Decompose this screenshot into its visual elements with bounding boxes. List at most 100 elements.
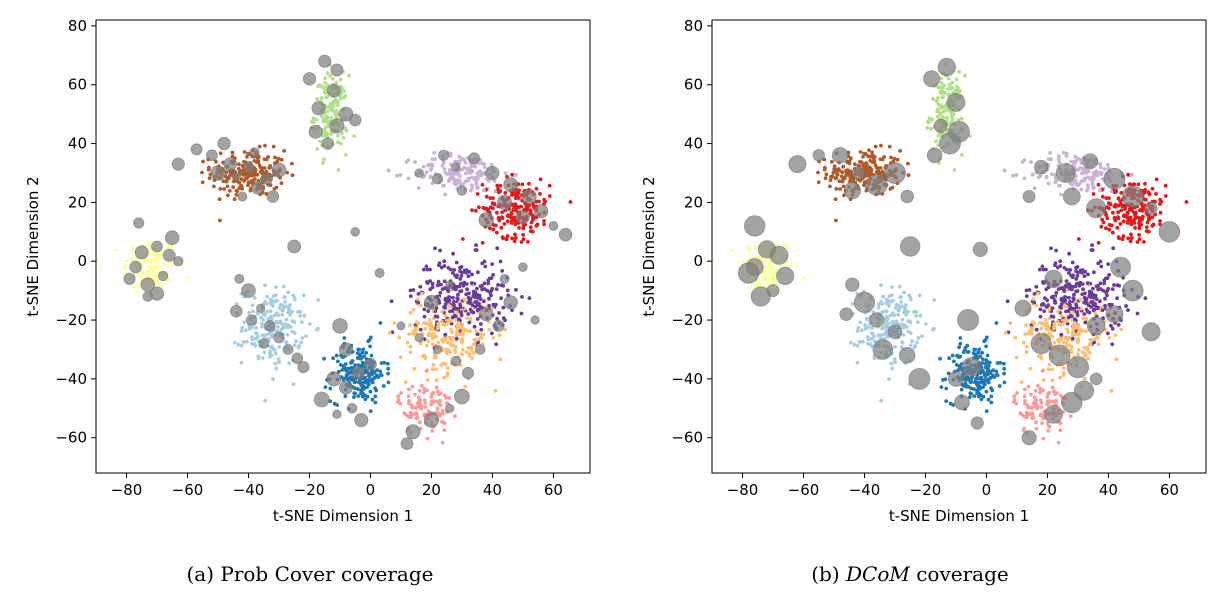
data-point [862,164,867,169]
data-point [358,356,363,361]
data-point [834,187,839,191]
data-point [1027,329,1032,334]
data-point [894,302,899,307]
data-point [1142,240,1146,244]
data-point [406,158,411,163]
coverage-ball [957,308,980,331]
data-point [1036,291,1040,296]
data-point [263,283,267,288]
data-point [471,289,476,294]
data-point [268,165,272,170]
data-point [1065,343,1070,348]
coverage-ball [437,149,450,161]
data-point [1098,281,1103,286]
data-point [408,294,413,298]
data-point [870,150,875,155]
coverage-ball [350,227,361,237]
data-point [408,344,413,349]
data-point [462,280,467,285]
data-point [943,377,948,382]
data-point [463,384,468,389]
data-point [470,356,474,361]
data-point [1050,385,1055,390]
coverage-ball [1082,153,1099,170]
data-point [491,336,496,340]
data-point [871,332,875,336]
data-point [1072,292,1076,297]
data-point [987,376,992,381]
data-point [1144,225,1149,230]
y-axis-label: t-SNE Dimension 2 [640,176,658,316]
data-point [131,249,135,254]
coverage-ball [456,185,468,196]
data-point [855,329,860,333]
data-point [1019,380,1024,384]
data-point [1100,194,1105,199]
x-tick-label: 20 [1038,481,1057,499]
data-point [1024,323,1028,327]
data-point [966,384,971,389]
coverage-ball [1021,430,1037,446]
data-point [1109,323,1113,328]
data-point [206,167,211,172]
data-point [325,119,329,124]
data-point [370,380,375,385]
data-point [782,243,787,247]
data-point [450,330,455,335]
caption-b-prefix: (b) [811,562,847,586]
data-point [1163,194,1168,198]
data-point [469,164,474,169]
data-point [469,188,473,193]
data-point [322,90,327,94]
data-point [980,378,984,383]
data-point [478,332,483,337]
data-point [513,236,518,240]
data-point [416,292,421,296]
data-point [495,183,500,188]
coverage-ball [266,190,280,203]
data-point [816,180,821,185]
data-point [908,295,913,300]
data-point [408,288,413,293]
data-point [440,287,445,291]
data-point [1029,326,1034,330]
data-point [1082,176,1087,181]
data-point [343,394,348,399]
data-point [979,397,984,402]
data-point [828,184,832,189]
data-point [255,172,260,177]
coverage-ball [260,172,273,185]
plot-frame [711,19,1207,474]
data-point [480,241,485,245]
data-point [932,326,936,331]
data-point [1023,399,1027,403]
data-point [253,336,258,341]
coverage-ball [263,320,276,332]
data-point [1154,177,1159,182]
data-point [1065,327,1069,331]
data-point [855,360,860,365]
data-point [1128,215,1133,220]
data-point [475,286,479,291]
data-point [1067,315,1071,320]
data-point [980,361,985,365]
data-point [900,317,905,322]
data-point [823,176,828,181]
data-point [1070,345,1074,349]
data-point [221,179,226,184]
data-point [977,391,981,396]
data-point [858,150,863,154]
data-point [271,294,276,299]
data-point [983,338,988,342]
data-point [761,277,765,282]
data-point [1083,291,1087,296]
data-point [1066,338,1070,342]
data-point [1051,314,1056,319]
data-point [447,396,452,400]
data-point [840,170,845,175]
data-point [906,173,911,178]
data-point [1150,224,1155,228]
data-point [529,220,534,225]
data-point [453,350,458,354]
data-point [467,320,472,325]
